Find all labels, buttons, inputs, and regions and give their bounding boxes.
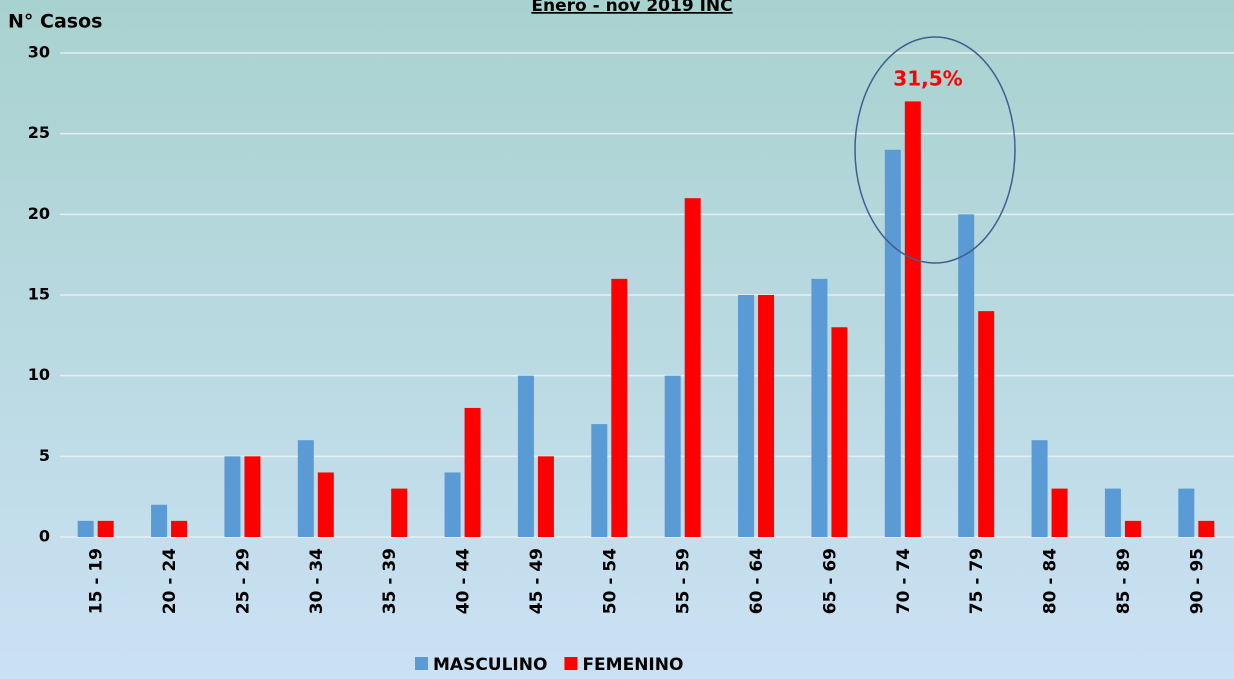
bar [831,327,848,537]
legend-label: FEMENINO [582,655,683,675]
x-tick-label: 20 - 24 [160,548,180,614]
y-tick-label: 20 [28,204,50,223]
legend-swatch [415,657,428,670]
bar [811,278,828,537]
x-tick-label: 50 - 54 [600,548,620,614]
y-axis-label: N° Casos [8,11,102,33]
y-tick-label: 25 [28,123,50,142]
x-tick-label: 65 - 69 [820,548,840,614]
x-tick-label: 55 - 59 [674,548,694,614]
bar [171,520,188,537]
bar [1124,520,1141,537]
x-tick-label: 75 - 79 [967,548,987,614]
bar [1178,488,1195,537]
bar [1104,488,1121,537]
chart-title: Enero - nov 2019 INC [531,0,732,16]
bar [297,440,314,537]
highlight-ellipse [854,36,1016,264]
bar [444,472,461,537]
bar [904,101,921,538]
x-tick-label: 60 - 64 [747,548,767,614]
bar [1198,520,1215,537]
bar [391,488,408,537]
bar [97,520,114,537]
bar [884,149,901,538]
bar [77,520,94,537]
bar [1031,440,1048,537]
bar [151,504,168,537]
plot-area: 0 5 10 15 20 25 30 15 - 19 20 - 24 25 - 29 30 - 34… [28,43,1234,614]
y-tick-label: 5 [39,446,50,465]
bar [464,407,481,537]
x-tick-label: 70 - 74 [894,548,914,614]
y-tick-label: 0 [39,527,50,546]
bar [664,375,681,537]
x-tick-label: 80 - 84 [1041,548,1061,614]
legend-swatch [564,657,578,670]
x-tick-label: 85 - 89 [1114,548,1134,614]
x-tick-label: 15 - 19 [87,548,107,614]
y-tick-label: 15 [28,285,50,304]
x-tick-label: 25 - 29 [233,548,253,614]
bar [738,295,755,537]
x-tick-label: 35 - 39 [380,548,400,614]
bar [591,424,608,537]
x-tick-label: 30 - 34 [307,548,327,614]
bar [517,375,534,537]
bar [317,472,334,537]
x-tick-label: 40 - 44 [454,548,474,614]
bar [611,278,628,537]
x-tick-label: 90 - 95 [1187,548,1207,614]
bar [978,311,995,537]
y-tick-label: 10 [28,365,50,384]
bar [1051,488,1068,537]
bar [684,198,701,537]
bar [224,456,241,537]
bar [537,456,554,537]
bar [958,214,975,538]
bar [244,456,261,537]
bar [758,295,775,537]
legend-label: MASCULINO [433,655,547,675]
y-tick-label: 30 [28,43,50,62]
x-tick-label: 45 - 49 [527,548,547,614]
annotation: 31,5% [893,67,962,91]
